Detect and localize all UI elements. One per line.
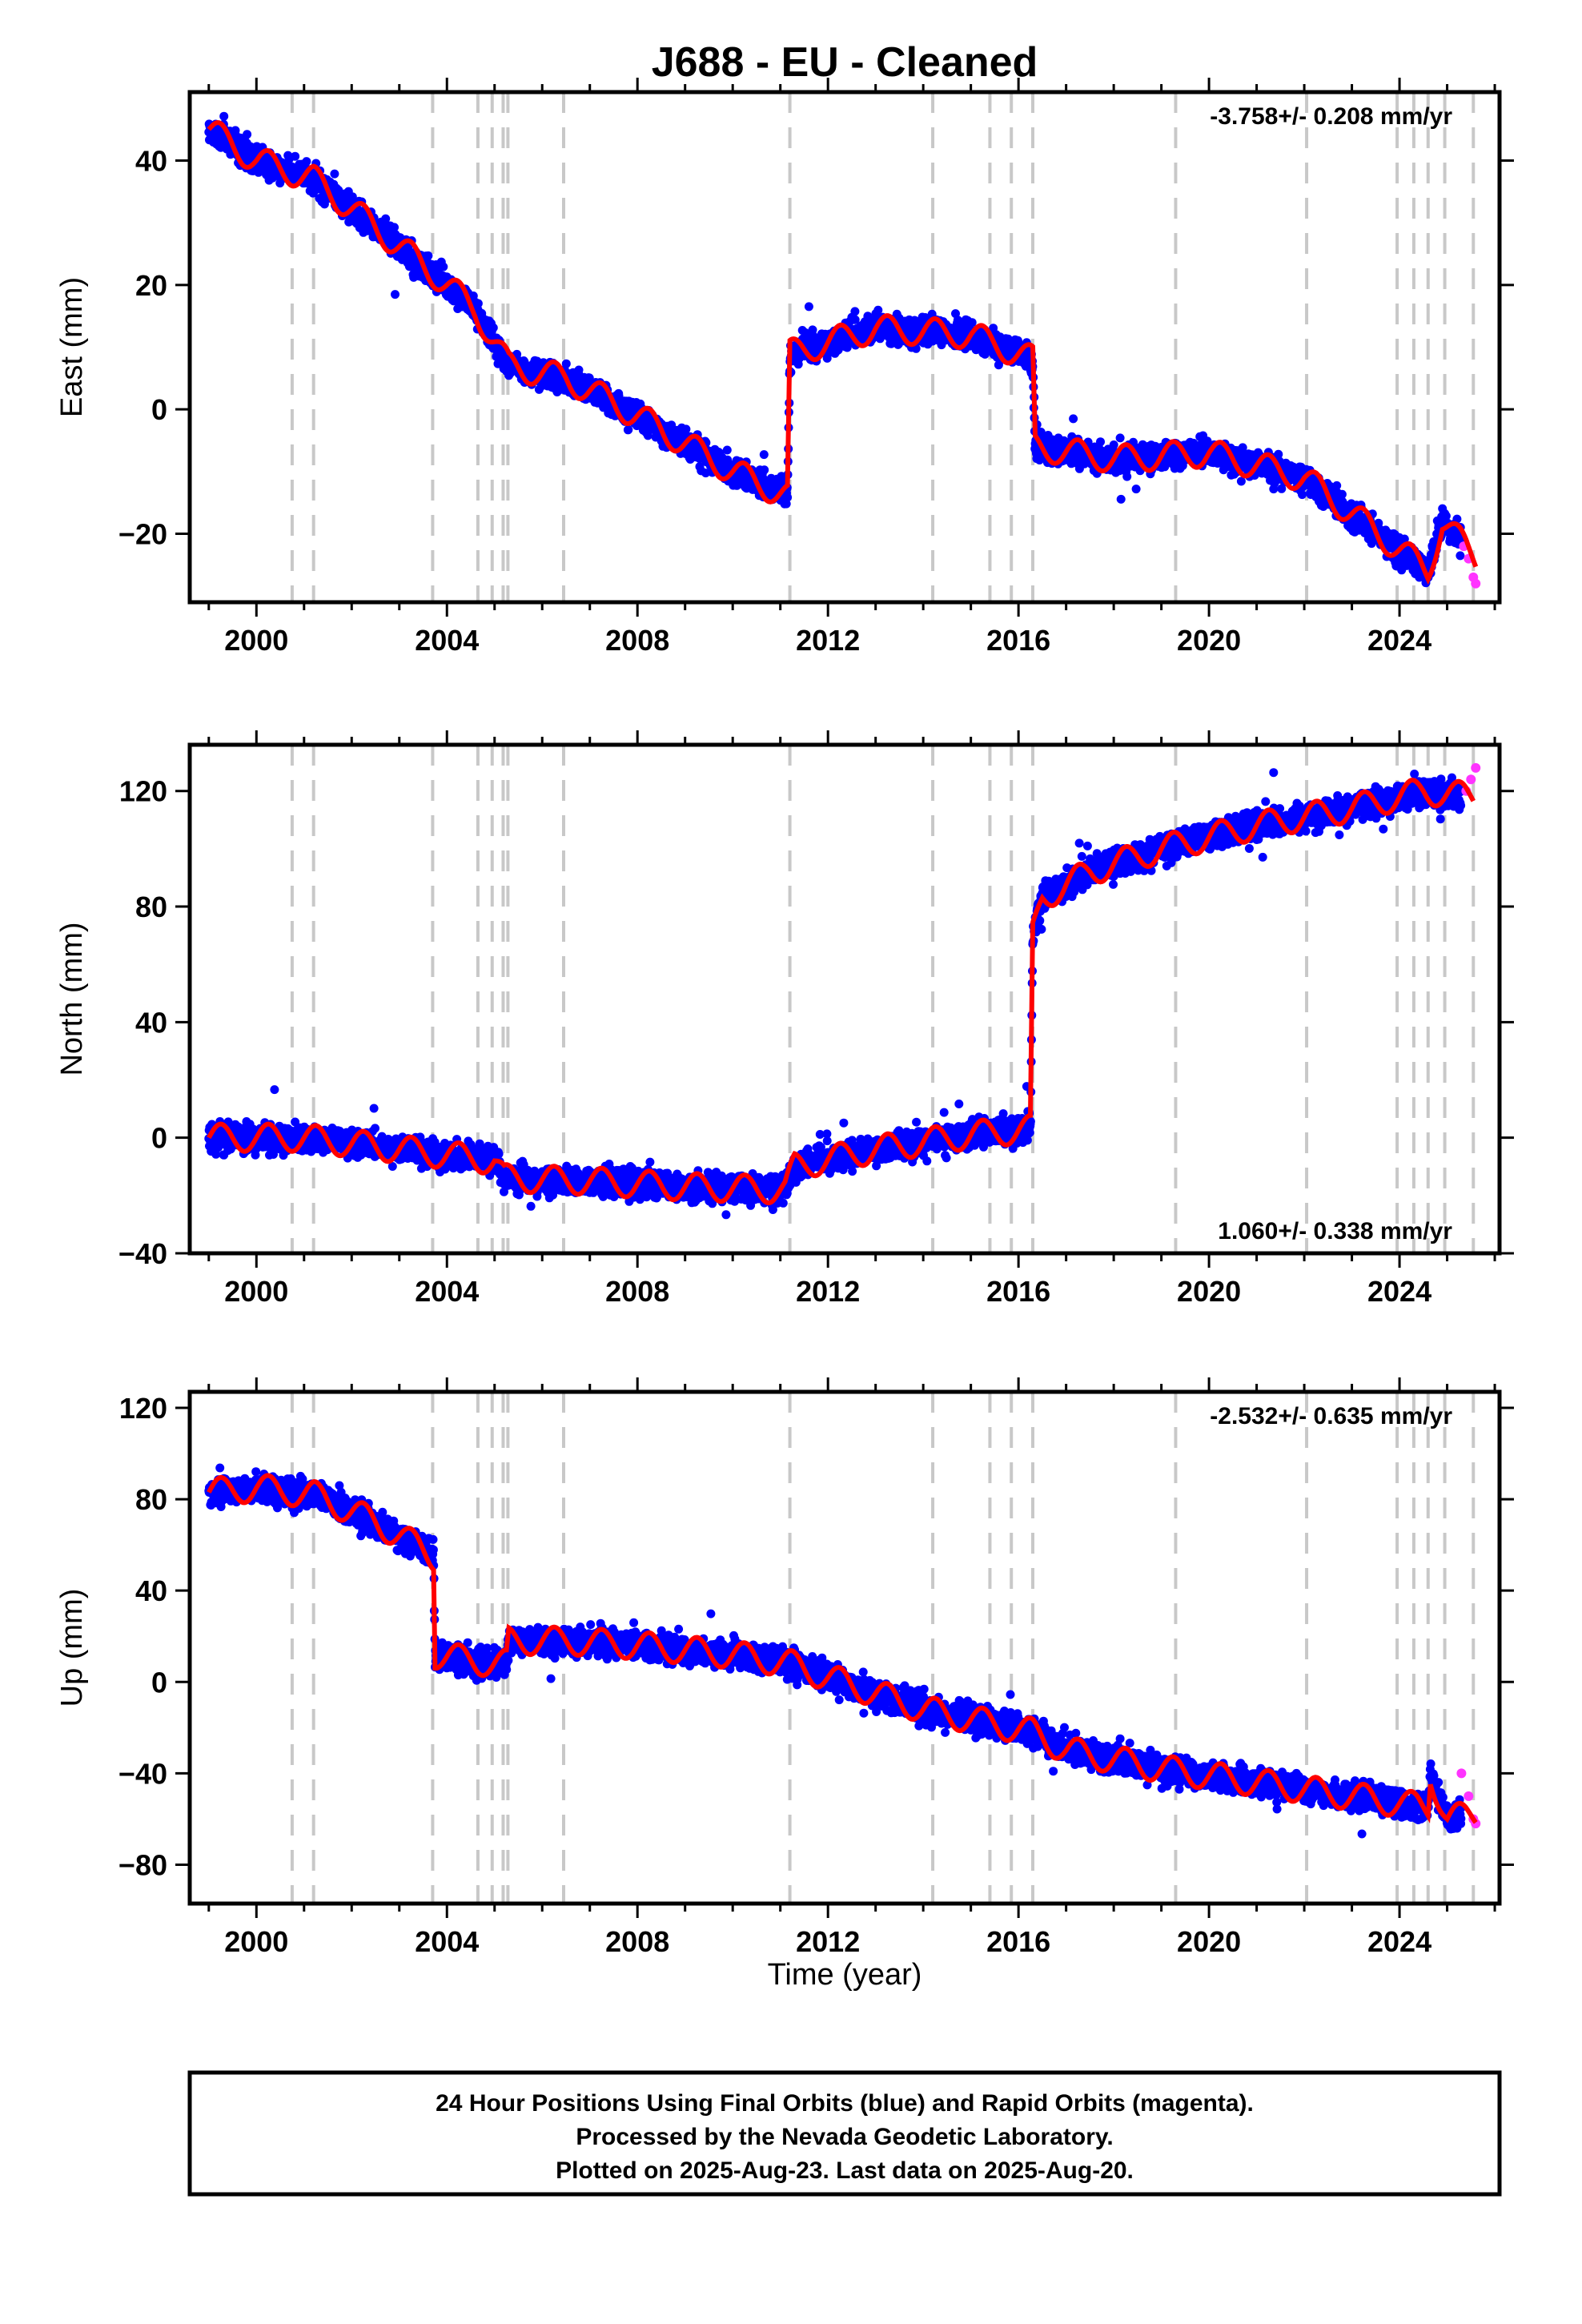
- x-tick-label: 2024: [1367, 624, 1431, 657]
- final-orbit-point: [624, 425, 633, 435]
- y-axis-label: East (mm): [55, 277, 89, 417]
- x-tick-label: 2016: [986, 624, 1050, 657]
- final-orbit-point: [390, 223, 399, 232]
- final-orbit-point: [1069, 414, 1078, 424]
- x-tick-label: 2020: [1177, 624, 1241, 657]
- final-orbit-point: [302, 157, 311, 167]
- final-orbit-point: [291, 151, 300, 161]
- final-orbit-point: [1115, 433, 1125, 443]
- y-tick-label: 40: [135, 144, 167, 177]
- panels: 2000 2004 2008 2012 2016 2020 2024 −20 0 20 40 East…: [55, 78, 1514, 1958]
- rate-annotation: -3.758+/- 0.208 mm/yr: [1210, 103, 1452, 130]
- final-orbit-point: [473, 299, 483, 308]
- final-orbit-point: [759, 450, 769, 460]
- final-orbit-points: [204, 111, 1466, 588]
- panel-1: 2000 2004 2008 2012 2016 2020 2024 −20 0 20 40 East…: [55, 78, 1514, 657]
- plot-area: [204, 745, 1481, 1253]
- final-orbit-point: [1116, 494, 1126, 504]
- final-orbit-point: [804, 302, 813, 312]
- y-tick-label: 20: [135, 269, 167, 302]
- y-tick-label: 0: [151, 393, 167, 426]
- final-orbit-point: [783, 493, 793, 502]
- final-orbit-point: [270, 1085, 279, 1095]
- final-orbit-point: [330, 169, 339, 179]
- final-orbit-point: [850, 307, 860, 316]
- final-orbit-point: [722, 445, 732, 455]
- final-orbit-point: [1096, 437, 1105, 447]
- final-orbit-points: [204, 768, 1466, 1220]
- final-orbit-point: [1131, 485, 1141, 494]
- x-tick-label: 2000: [224, 624, 288, 657]
- rapid-orbit-point: [1471, 578, 1481, 589]
- plot-area: [204, 92, 1481, 602]
- final-orbit-point: [219, 111, 229, 121]
- x-tick-label: 2008: [605, 624, 669, 657]
- final-orbit-point: [574, 365, 584, 375]
- final-orbit-point: [347, 192, 357, 202]
- final-orbit-point: [439, 262, 448, 271]
- final-orbit-point: [1109, 440, 1118, 449]
- final-orbit-point: [850, 315, 860, 324]
- final-orbit-point: [391, 290, 400, 300]
- panel-2: 2000 2004 2008 2012 2016 2020 2024−4004080120N…: [55, 730, 1514, 1308]
- final-orbit-point: [681, 424, 691, 434]
- final-orbit-point: [381, 214, 391, 223]
- final-orbit-point: [1122, 472, 1132, 481]
- chart-title: J688 - EU - Cleaned: [652, 39, 1038, 86]
- x-tick-label: 2004: [415, 624, 479, 657]
- final-orbit-point: [1456, 551, 1465, 561]
- final-orbit-point: [1298, 490, 1307, 500]
- final-orbit-point: [873, 305, 883, 315]
- x-tick-label: 2012: [796, 624, 860, 657]
- final-orbit-point: [243, 130, 252, 139]
- final-orbit-point: [488, 323, 498, 332]
- final-orbit-point: [760, 465, 769, 475]
- final-orbit-point: [424, 251, 433, 260]
- final-orbit-point: [561, 359, 571, 368]
- y-tick-label: −20: [118, 518, 167, 551]
- final-orbit-point: [967, 318, 977, 328]
